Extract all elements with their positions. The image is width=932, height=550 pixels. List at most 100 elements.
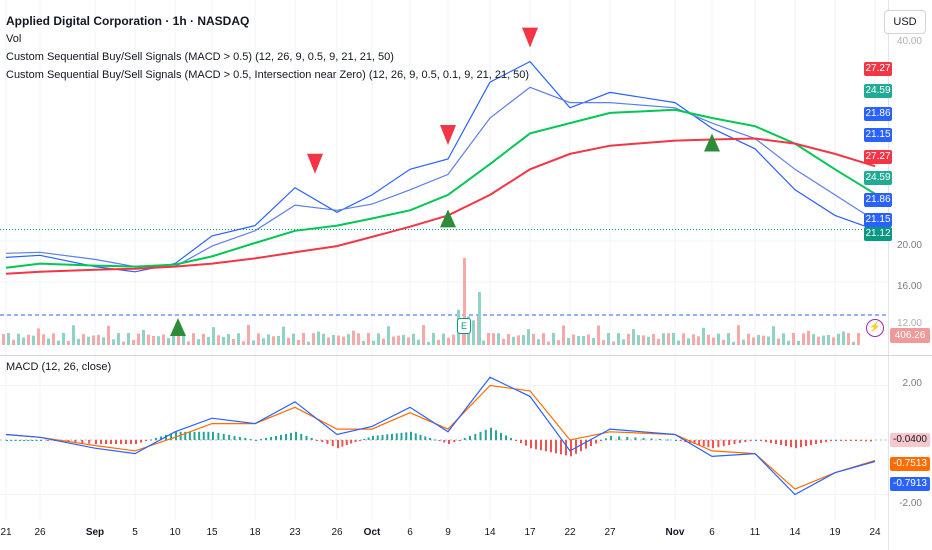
macd-histogram-bar — [780, 440, 782, 446]
volume-bar — [347, 334, 350, 345]
volume-bar — [237, 333, 240, 345]
volume-bar — [427, 341, 430, 345]
volume-bar — [172, 333, 175, 345]
volume-bar — [802, 333, 805, 345]
macd-histogram-bar — [835, 440, 837, 441]
macd-histogram-bar — [358, 440, 361, 441]
volume-bar — [622, 339, 625, 345]
macd-histogram-bar — [795, 440, 797, 449]
volume-bar — [707, 334, 710, 345]
macd-histogram-bar — [424, 436, 427, 440]
macd-legend[interactable]: MACD (12, 26, close) — [6, 361, 112, 373]
volume-bar — [382, 338, 385, 345]
macd-histogram-bar — [825, 440, 827, 443]
macd-histogram-bar — [550, 440, 552, 453]
volume-bar — [657, 338, 660, 345]
volume-bar — [782, 333, 785, 345]
indicator-legend-2[interactable]: Custom Sequential Buy/Sell Signals (MACD… — [6, 69, 530, 81]
macd-histogram-bar — [135, 440, 137, 445]
macd-histogram-bar — [805, 440, 807, 447]
volume-bar — [592, 337, 595, 345]
volume-bar — [262, 338, 265, 345]
macd-histogram-bar — [40, 440, 42, 441]
currency-button[interactable]: USD — [884, 10, 926, 34]
volume-bar — [632, 329, 635, 345]
volume-bar — [332, 334, 335, 345]
red-ma-line — [5, 137, 876, 275]
buy-signal-marker — [440, 209, 456, 228]
volume-bar — [637, 335, 640, 345]
time-tick: 15 — [206, 527, 218, 538]
green-ma-line — [5, 108, 876, 269]
macd-histogram-bar — [155, 437, 157, 440]
earnings-badge[interactable]: E — [457, 318, 471, 334]
volume-bar — [272, 336, 275, 345]
macd-histogram-bar — [443, 440, 446, 443]
volume-bar — [242, 341, 245, 345]
macd-histogram-bar — [474, 433, 477, 440]
macd-histogram-bar — [255, 440, 257, 441]
volume-bar — [22, 337, 25, 345]
volume-bar — [812, 334, 815, 345]
macd-histogram-bar — [850, 440, 852, 441]
macd-histogram-bar — [458, 440, 461, 441]
pane-separator[interactable] — [0, 355, 932, 356]
volume-legend[interactable]: Vol — [6, 33, 22, 45]
macd-histogram-bar — [244, 437, 247, 440]
macd-histogram-bar — [150, 439, 152, 441]
volume-bar — [52, 333, 55, 345]
indicator-legend-1[interactable]: Custom Sequential Buy/Sell Signals (MACD… — [6, 51, 394, 63]
macd-histogram-bar — [495, 430, 497, 440]
volume-bar — [362, 340, 365, 345]
macd-histogram-bar — [120, 440, 122, 445]
volume-bar — [547, 341, 550, 345]
volume-bar — [267, 334, 270, 345]
volume-bar — [212, 327, 215, 345]
macd-histogram-bar — [228, 434, 231, 440]
volume-bar — [252, 340, 255, 345]
volume-bar — [532, 333, 535, 345]
price-tag: 21.12 — [864, 227, 892, 241]
macd-histogram-bar — [433, 439, 436, 441]
macd-histogram-bar — [290, 432, 292, 440]
volume-bar — [247, 325, 250, 345]
volume-bar — [582, 336, 585, 345]
volume-value-tag: 406.26 K — [890, 328, 930, 356]
volume-bar — [762, 335, 765, 345]
macd-histogram-bar — [600, 440, 602, 442]
macd-histogram-bar — [125, 440, 127, 445]
volume-bar — [177, 332, 180, 345]
volume-bar — [132, 340, 135, 345]
macd-histogram-bar — [6, 440, 8, 441]
volume-bar — [117, 333, 120, 345]
volume-bar — [422, 325, 425, 345]
macd-line — [5, 376, 876, 496]
macd-histogram-bar — [702, 440, 705, 447]
symbol-title[interactable]: Applied Digital Corporation · 1h · NASDA… — [6, 14, 250, 28]
price-tag: 21.86 — [864, 193, 892, 207]
lightning-icon[interactable]: ⚡ — [866, 319, 884, 337]
volume-bar — [167, 338, 170, 345]
volume-bar — [62, 333, 65, 345]
macd-histogram-bar — [666, 439, 669, 441]
macd-histogram-bar — [270, 436, 272, 440]
volume-bar — [392, 336, 395, 345]
macd-histogram-bar — [175, 431, 177, 440]
macd-histogram-bar — [414, 433, 417, 440]
macd-tick: -2.00 — [899, 498, 922, 509]
volume-bar — [257, 333, 260, 345]
volume-bar — [527, 329, 530, 345]
time-tick: 19 — [829, 527, 841, 538]
volume-bar — [463, 258, 466, 345]
macd-histogram-bar — [400, 432, 403, 440]
macd-histogram-bar — [698, 440, 701, 446]
volume-bar — [72, 325, 75, 345]
macd-histogram-bar — [110, 440, 112, 445]
volume-bar — [732, 341, 735, 345]
macd-histogram-bar — [391, 433, 393, 440]
volume-bar — [302, 333, 305, 345]
price-tick: 20.00 — [896, 240, 922, 251]
volume-bar — [2, 334, 5, 345]
volume-bar — [312, 333, 315, 345]
